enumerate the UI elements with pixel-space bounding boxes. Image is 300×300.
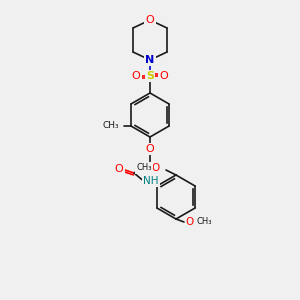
Text: O: O — [146, 15, 154, 25]
Text: S: S — [146, 71, 154, 81]
Text: O: O — [132, 71, 140, 81]
Text: O: O — [152, 163, 160, 173]
Text: CH₃: CH₃ — [196, 218, 212, 226]
Text: NH: NH — [143, 176, 159, 186]
Text: CH₃: CH₃ — [136, 164, 152, 172]
Text: O: O — [115, 164, 123, 174]
Text: O: O — [160, 71, 168, 81]
Text: N: N — [146, 55, 154, 65]
Text: O: O — [186, 217, 194, 227]
Text: O: O — [146, 144, 154, 154]
Text: CH₃: CH₃ — [102, 122, 119, 130]
